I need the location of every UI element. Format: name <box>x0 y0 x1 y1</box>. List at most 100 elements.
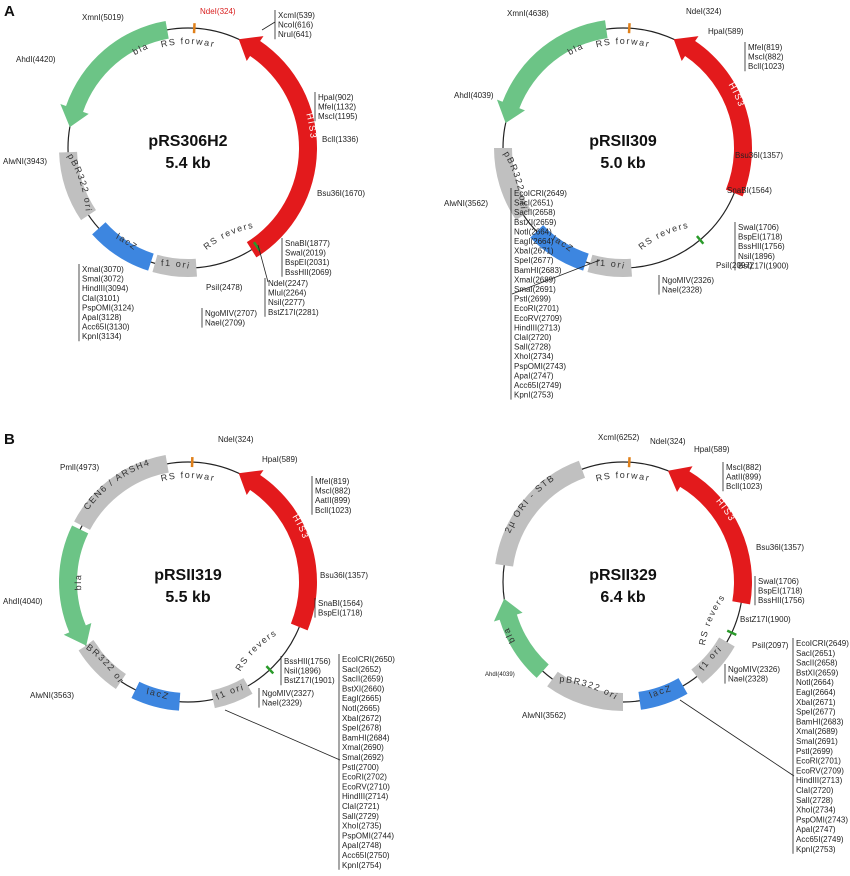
his3-feature <box>238 36 317 258</box>
site-list-his3-item: MscI(882) <box>726 463 762 472</box>
f1-label: f1 ori <box>161 258 192 271</box>
site-list-mcs-item: ApaI(2748) <box>342 841 382 850</box>
site-list-right-item: BssHII(2069) <box>285 268 332 277</box>
site-list-mcs-item: EcoICRI(2650) <box>342 655 395 664</box>
site-bsu36i: Bsu36I(1357) <box>735 151 783 160</box>
pRS-forward-tick <box>627 23 631 34</box>
plasmid-size: 5.4 kb <box>165 155 211 172</box>
f1-ori-feature <box>152 254 197 277</box>
site-list-his3-item: AatII(899) <box>315 496 350 505</box>
site-list-mcs-item: EagI(2664) <box>796 688 836 697</box>
site-list-mcs-item: SacI(2651) <box>514 199 553 208</box>
site-list-mcs-item: Acc65I(3130) <box>82 323 130 332</box>
site-list-mcs-item: SalI(2728) <box>796 796 833 805</box>
site-list-mcs-item: EcoRI(2702) <box>342 773 387 782</box>
pbr322-ori-feature <box>494 147 532 221</box>
site-list-mcs-item: SmaI(2692) <box>342 753 384 762</box>
site-list-bsshii-item: NsiI(1896) <box>284 667 321 676</box>
site-list-mcs-item: EcoRI(2701) <box>514 304 559 313</box>
site-bsu36i: Bsu36I(1670) <box>317 189 365 198</box>
pbr322-ori-feature <box>59 151 97 221</box>
site-xcmi: XcmI(6252) <box>598 433 640 442</box>
site-list-right-item: SwaI(1706) <box>738 223 779 232</box>
site-list-his3-item: MscI(882) <box>748 53 784 62</box>
his3-feature <box>667 466 753 605</box>
site-list-mcs-item: XbaI(2672) <box>342 714 382 723</box>
site-list-his3-item: BclI(1023) <box>748 62 785 71</box>
site-list-mcs-item: PspOMI(2743) <box>796 815 848 824</box>
site-list-mcs-item: SacI(2651) <box>796 649 835 658</box>
site-list-mcs-item: EcoICRI(2649) <box>514 189 567 198</box>
bla-feature <box>496 20 608 124</box>
site-ahdi: AhdI(4039) <box>485 672 515 678</box>
site-list-mcs-item: SpeI(2677) <box>796 708 836 717</box>
site-list-mcs-item: XmaI(3070) <box>82 265 124 274</box>
site-list-right-item: BspEI(1718) <box>318 609 363 618</box>
site-list-mcs-item: ClaI(2721) <box>342 802 380 811</box>
plasmid-size: 5.0 kb <box>600 155 646 172</box>
site-list-his3-item: BclI(1023) <box>315 506 352 515</box>
site-list-right-item: SwaI(2019) <box>285 249 326 258</box>
site-list-mcs-item: SacII(2659) <box>342 675 384 684</box>
site-psii: PsiI(2478) <box>206 283 243 292</box>
leader-mlu <box>257 244 269 283</box>
site-list-right-item: NsiI(1896) <box>738 252 775 261</box>
site-list-right-item: BssHII(1756) <box>758 596 805 605</box>
bla-feature <box>59 525 92 646</box>
site-list-mcs-item: EcoRI(2701) <box>796 757 841 766</box>
site-list-top-item: NruI(641) <box>278 30 312 39</box>
site-list-mcs-item: ClaI(2720) <box>514 333 552 342</box>
site-list-mcs-item: KpnI(3134) <box>82 332 122 341</box>
leader-top <box>261 21 276 31</box>
site-ahdi: AhdI(4040) <box>3 597 43 606</box>
site-list-mcs-item: KpnI(2753) <box>796 845 836 854</box>
site-list-right-item: SnaBI(1877) <box>285 239 330 248</box>
site-list-his3-item: MscI(882) <box>315 487 351 496</box>
site-list-ngo-item: NgoMIV(2326) <box>662 276 714 285</box>
site-list-right-item: SnaBI(1564) <box>318 599 363 608</box>
lacz-feature <box>530 224 589 271</box>
site-list-his3-item: MfeI(1132) <box>318 103 356 112</box>
site-list-mcs-item: EcoICRI(2649) <box>796 639 849 648</box>
site-list-mcs-item: SacII(2658) <box>796 659 838 668</box>
site-pmli: PmlI(4973) <box>60 463 99 472</box>
leader-mcs <box>511 259 601 295</box>
site-list-mcs-item: BstXI(2659) <box>514 218 557 227</box>
site-bsu36i: Bsu36I(1357) <box>756 543 804 552</box>
site-list-mcs-item: Acc65I(2749) <box>796 835 844 844</box>
site-list-mcs-item: ClaI(3101) <box>82 294 120 303</box>
site-list-ngo-item: NgoMIV(2327) <box>262 689 314 698</box>
plasmid-title: pRSII319 <box>154 567 222 584</box>
pRS-forward-label: pRS forward <box>0 0 216 49</box>
bla-feature <box>493 598 549 678</box>
site-list-mcs-item: XmaI(2689) <box>514 275 556 284</box>
site-list-mcs-item: XmaI(2690) <box>342 743 384 752</box>
site-list-mlu-item: MluI(2264) <box>268 289 307 298</box>
site-list-ngo-item: NaeI(2328) <box>728 675 768 684</box>
panel-label-b: B <box>4 431 15 448</box>
site-list-mcs-item: ClaI(2720) <box>796 786 834 795</box>
site-list-his3-item: MfeI(819) <box>315 477 350 486</box>
pRS-reverse-tick <box>695 235 705 245</box>
site-alwni: AlwNI(3562) <box>522 711 566 720</box>
site-list-mcs-item: EcoRV(2709) <box>514 314 562 323</box>
site-hpai: HpaI(589) <box>708 27 744 36</box>
site-list-his3-item: BclI(1023) <box>726 482 763 491</box>
site-list-mcs-item: KpnI(2754) <box>342 861 382 870</box>
site-list-mcs-item: HindIII(2714) <box>342 792 389 801</box>
site-list-right-item: BspEI(2031) <box>285 258 330 267</box>
site-ndei: NdeI(324) <box>218 435 254 444</box>
lacz-feature <box>131 681 181 711</box>
site-list-mcs-item: SalI(2729) <box>342 812 379 821</box>
plasmid-title: pRS306H2 <box>148 133 227 150</box>
plasmid-title: pRSII309 <box>589 133 657 150</box>
site-list-his3-item: MfeI(819) <box>748 43 783 52</box>
site-list-mcs-item: KpnI(2753) <box>514 391 554 400</box>
site-list-mcs-item: ApaI(2747) <box>796 825 836 834</box>
site-list-mcs-item: BstXI(2659) <box>796 668 839 677</box>
site-list-mcs-item: PspOMI(2743) <box>514 362 566 371</box>
site-list-bsshii-item: BstZ17I(1901) <box>284 676 335 685</box>
site-list-right-item: BspEI(1718) <box>738 233 783 242</box>
pRS-reverse-tick <box>265 665 275 675</box>
site-xmni: XmnI(4638) <box>507 9 549 18</box>
